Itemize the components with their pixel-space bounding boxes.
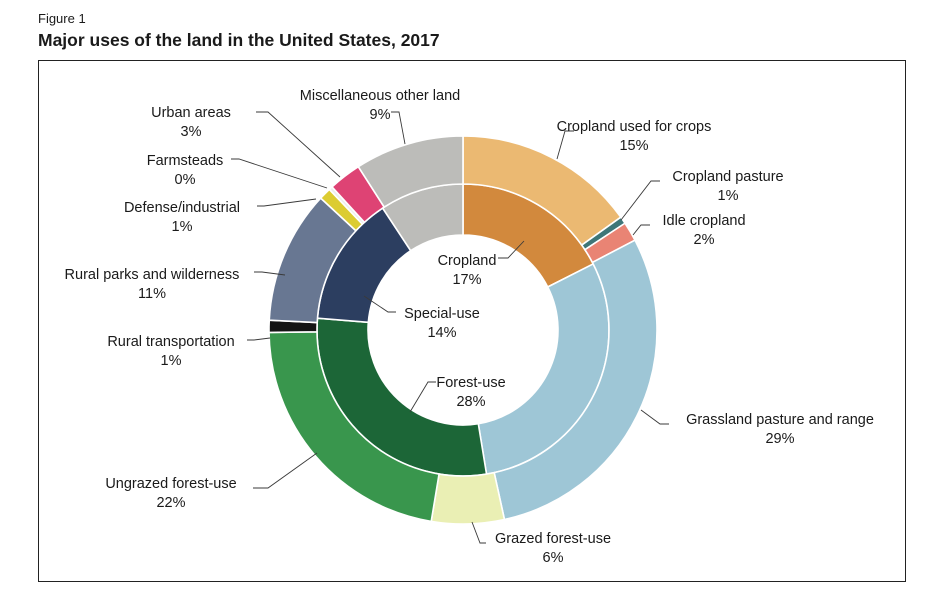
label-value-outer-idle-cropland: 2% [694,232,715,248]
label-value-outer-miscellaneous-other-land: 9% [370,107,391,123]
label-value-outer-cropland-pasture: 1% [718,188,739,204]
label-value-outer-rural-parks-and-wilderness: 11% [138,286,166,302]
label-name-inner-cropland: Cropland [438,253,497,269]
leader-line-outer-idle-cropland [632,224,650,236]
leader-line-outer-miscellaneous-other-land [391,111,406,145]
label-name-outer-ungrazed-forest-use: Ungrazed forest-use [105,476,236,492]
leader-line-inner-forest-use [409,381,436,413]
leader-line-outer-farmsteads [231,158,328,189]
label-name-inner-forest-use: Forest-use [436,375,505,391]
label-value-outer-defense-industrial: 1% [172,219,193,235]
label-value-outer-grassland-pasture-and-range: 29% [765,431,794,447]
label-name-outer-urban-areas: Urban areas [151,105,231,121]
chart-frame [38,60,906,582]
label-name-outer-miscellaneous-other-land: Miscellaneous other land [300,88,460,104]
outer-slice-grazed-forest-use [430,471,506,525]
leader-lines [231,111,669,544]
label-value-outer-ungrazed-forest-use: 22% [156,495,185,511]
label-name-inner-special-use: Special-use [404,306,480,322]
leader-line-outer-urban-areas [256,111,341,178]
label-value-inner-special-use: 14% [427,325,456,341]
leader-line-outer-grazed-forest-use [471,521,486,544]
label-name-outer-farmsteads: Farmsteads [147,153,224,169]
leader-line-outer-defense-industrial [257,198,317,207]
label-name-outer-grazed-forest-use: Grazed forest-use [495,531,611,547]
label-value-outer-grazed-forest-use: 6% [543,550,564,566]
label-name-outer-rural-transportation: Rural transportation [107,334,234,350]
label-name-outer-idle-cropland: Idle cropland [662,213,745,229]
label-name-outer-grassland-pasture-and-range: Grassland pasture and range [686,412,874,428]
leader-line-outer-grassland-pasture-and-range [640,409,669,425]
label-value-outer-farmsteads: 0% [175,172,196,188]
figure-label: Figure 1 [38,11,86,26]
label-name-outer-cropland-pasture: Cropland pasture [672,169,783,185]
leader-line-outer-cropland-pasture [620,180,660,221]
leader-line-outer-ungrazed-forest-use [253,452,318,489]
label-name-outer-cropland-used-for-crops: Cropland used for crops [557,119,712,135]
label-value-inner-cropland: 17% [452,272,481,288]
leader-line-outer-cropland-used-for-crops [556,130,574,160]
outer-slice-miscellaneous-other-land [357,135,464,208]
outer-ring [268,135,658,525]
chart-title: Major uses of the land in the United Sta… [38,30,440,50]
label-value-outer-cropland-used-for-crops: 15% [619,138,648,154]
label-name-outer-defense-industrial: Defense/industrial [124,200,240,216]
leader-line-outer-rural-parks-and-wilderness [254,271,286,276]
leader-line-outer-rural-transportation [247,337,271,341]
leader-line-inner-cropland [498,240,525,259]
slice-labels: Cropland used for crops 15% Cropland pastu… [65,88,874,566]
leader-line-inner-special-use [363,295,396,313]
label-value-inner-forest-use: 28% [456,394,485,410]
label-value-outer-urban-areas: 3% [181,124,202,140]
label-value-outer-rural-transportation: 1% [161,353,182,369]
inner-ring [316,183,610,477]
label-name-outer-rural-parks-and-wilderness: Rural parks and wilderness [65,267,240,283]
